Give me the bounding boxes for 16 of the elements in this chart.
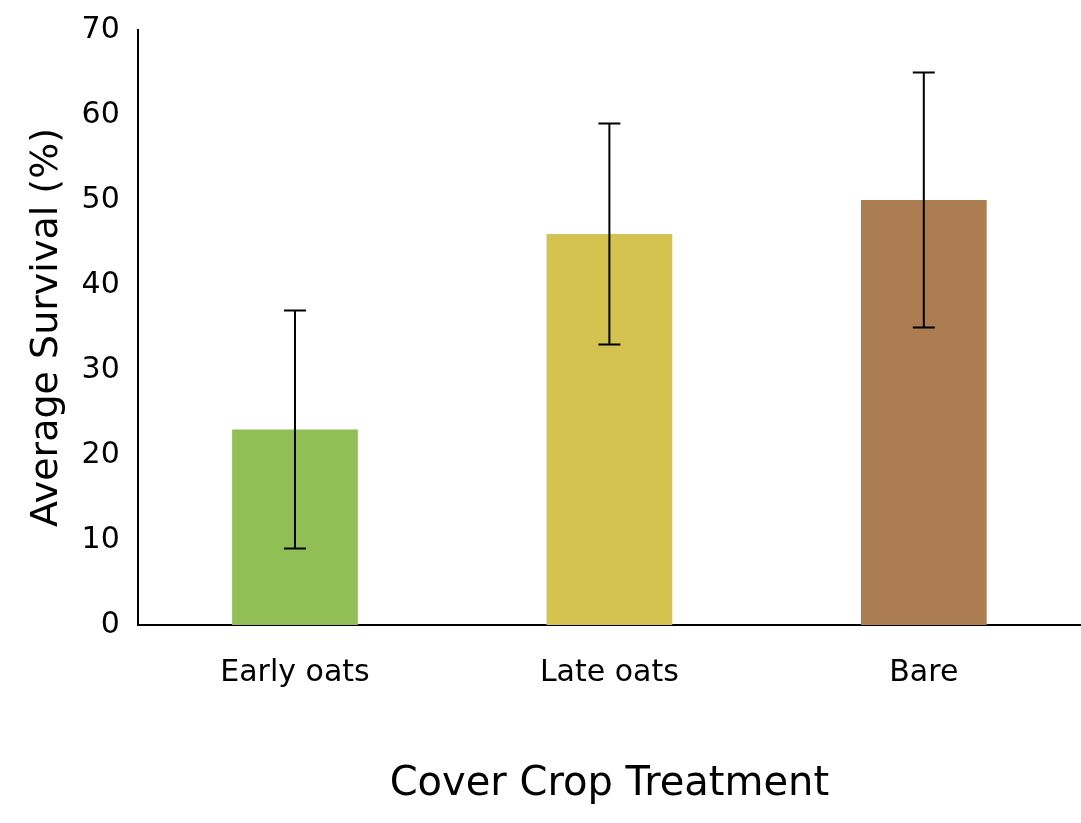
x-axis-title: Cover Crop Treatment — [389, 758, 830, 805]
bar — [232, 429, 358, 625]
y-tick-label: 50 — [81, 179, 120, 215]
y-axis-title: Average Survival (%) — [21, 127, 66, 528]
y-tick-label: 70 — [81, 9, 120, 45]
y-tick-label: 30 — [81, 349, 120, 385]
y-tick-label: 40 — [81, 264, 120, 300]
bar — [546, 234, 673, 625]
x-tick-label: Bare — [889, 652, 959, 688]
y-tick-label: 0 — [100, 604, 120, 640]
x-tick-label: Early oats — [220, 652, 370, 688]
bar — [860, 200, 987, 625]
y-tick-label: 20 — [81, 434, 120, 470]
y-tick-label: 60 — [81, 94, 120, 130]
x-tick-label: Late oats — [539, 652, 679, 688]
y-tick-label: 10 — [81, 519, 120, 555]
